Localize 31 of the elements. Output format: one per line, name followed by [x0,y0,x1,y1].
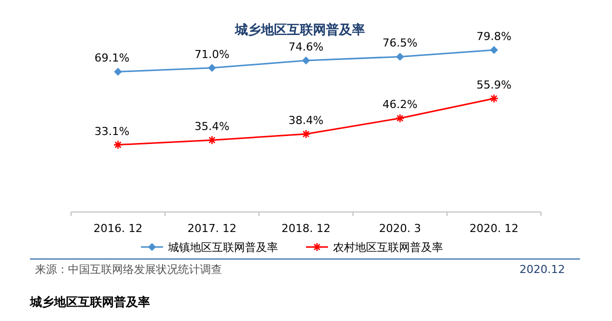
x-tick-label: 2016. 12 [94,222,142,235]
source-note: 来源：中国互联网络发展状况统计调查 [35,263,222,276]
point [114,68,122,76]
point [490,46,498,54]
data-label: 46.2% [382,98,418,112]
data-label: 38.4% [288,114,324,128]
x-tick-label: 2017. 12 [188,222,236,235]
point [207,135,217,145]
data-label: 33.1% [94,124,130,138]
data-label: 79.8% [476,30,512,43]
x-tick-label: 2020. 12 [470,222,518,235]
x-tick-label: 2018. 12 [282,222,330,235]
x-tick-label: 2020. 3 [379,222,421,235]
point [396,52,404,61]
text: 城乡地区互联网普及率 [29,295,150,309]
point [301,129,311,139]
point [302,56,310,65]
data-label: 35.4% [194,120,230,134]
legend-label: 农村地区互联网普及率 [333,241,443,254]
data-label: 71.0% [194,48,230,61]
data-label: 55.9% [476,78,512,92]
point [113,140,123,150]
data-label: 69.1% [94,52,130,65]
point [489,94,499,104]
legend-label: 城镇地区互联网普及率 [167,241,278,254]
text: 2020.12 [520,263,565,276]
data-label: 74.6% [288,40,324,54]
point [208,64,216,72]
data-label: 76.5% [382,36,418,50]
chart-title: 城乡地区互联网普及率 [234,22,365,38]
point [395,114,405,123]
